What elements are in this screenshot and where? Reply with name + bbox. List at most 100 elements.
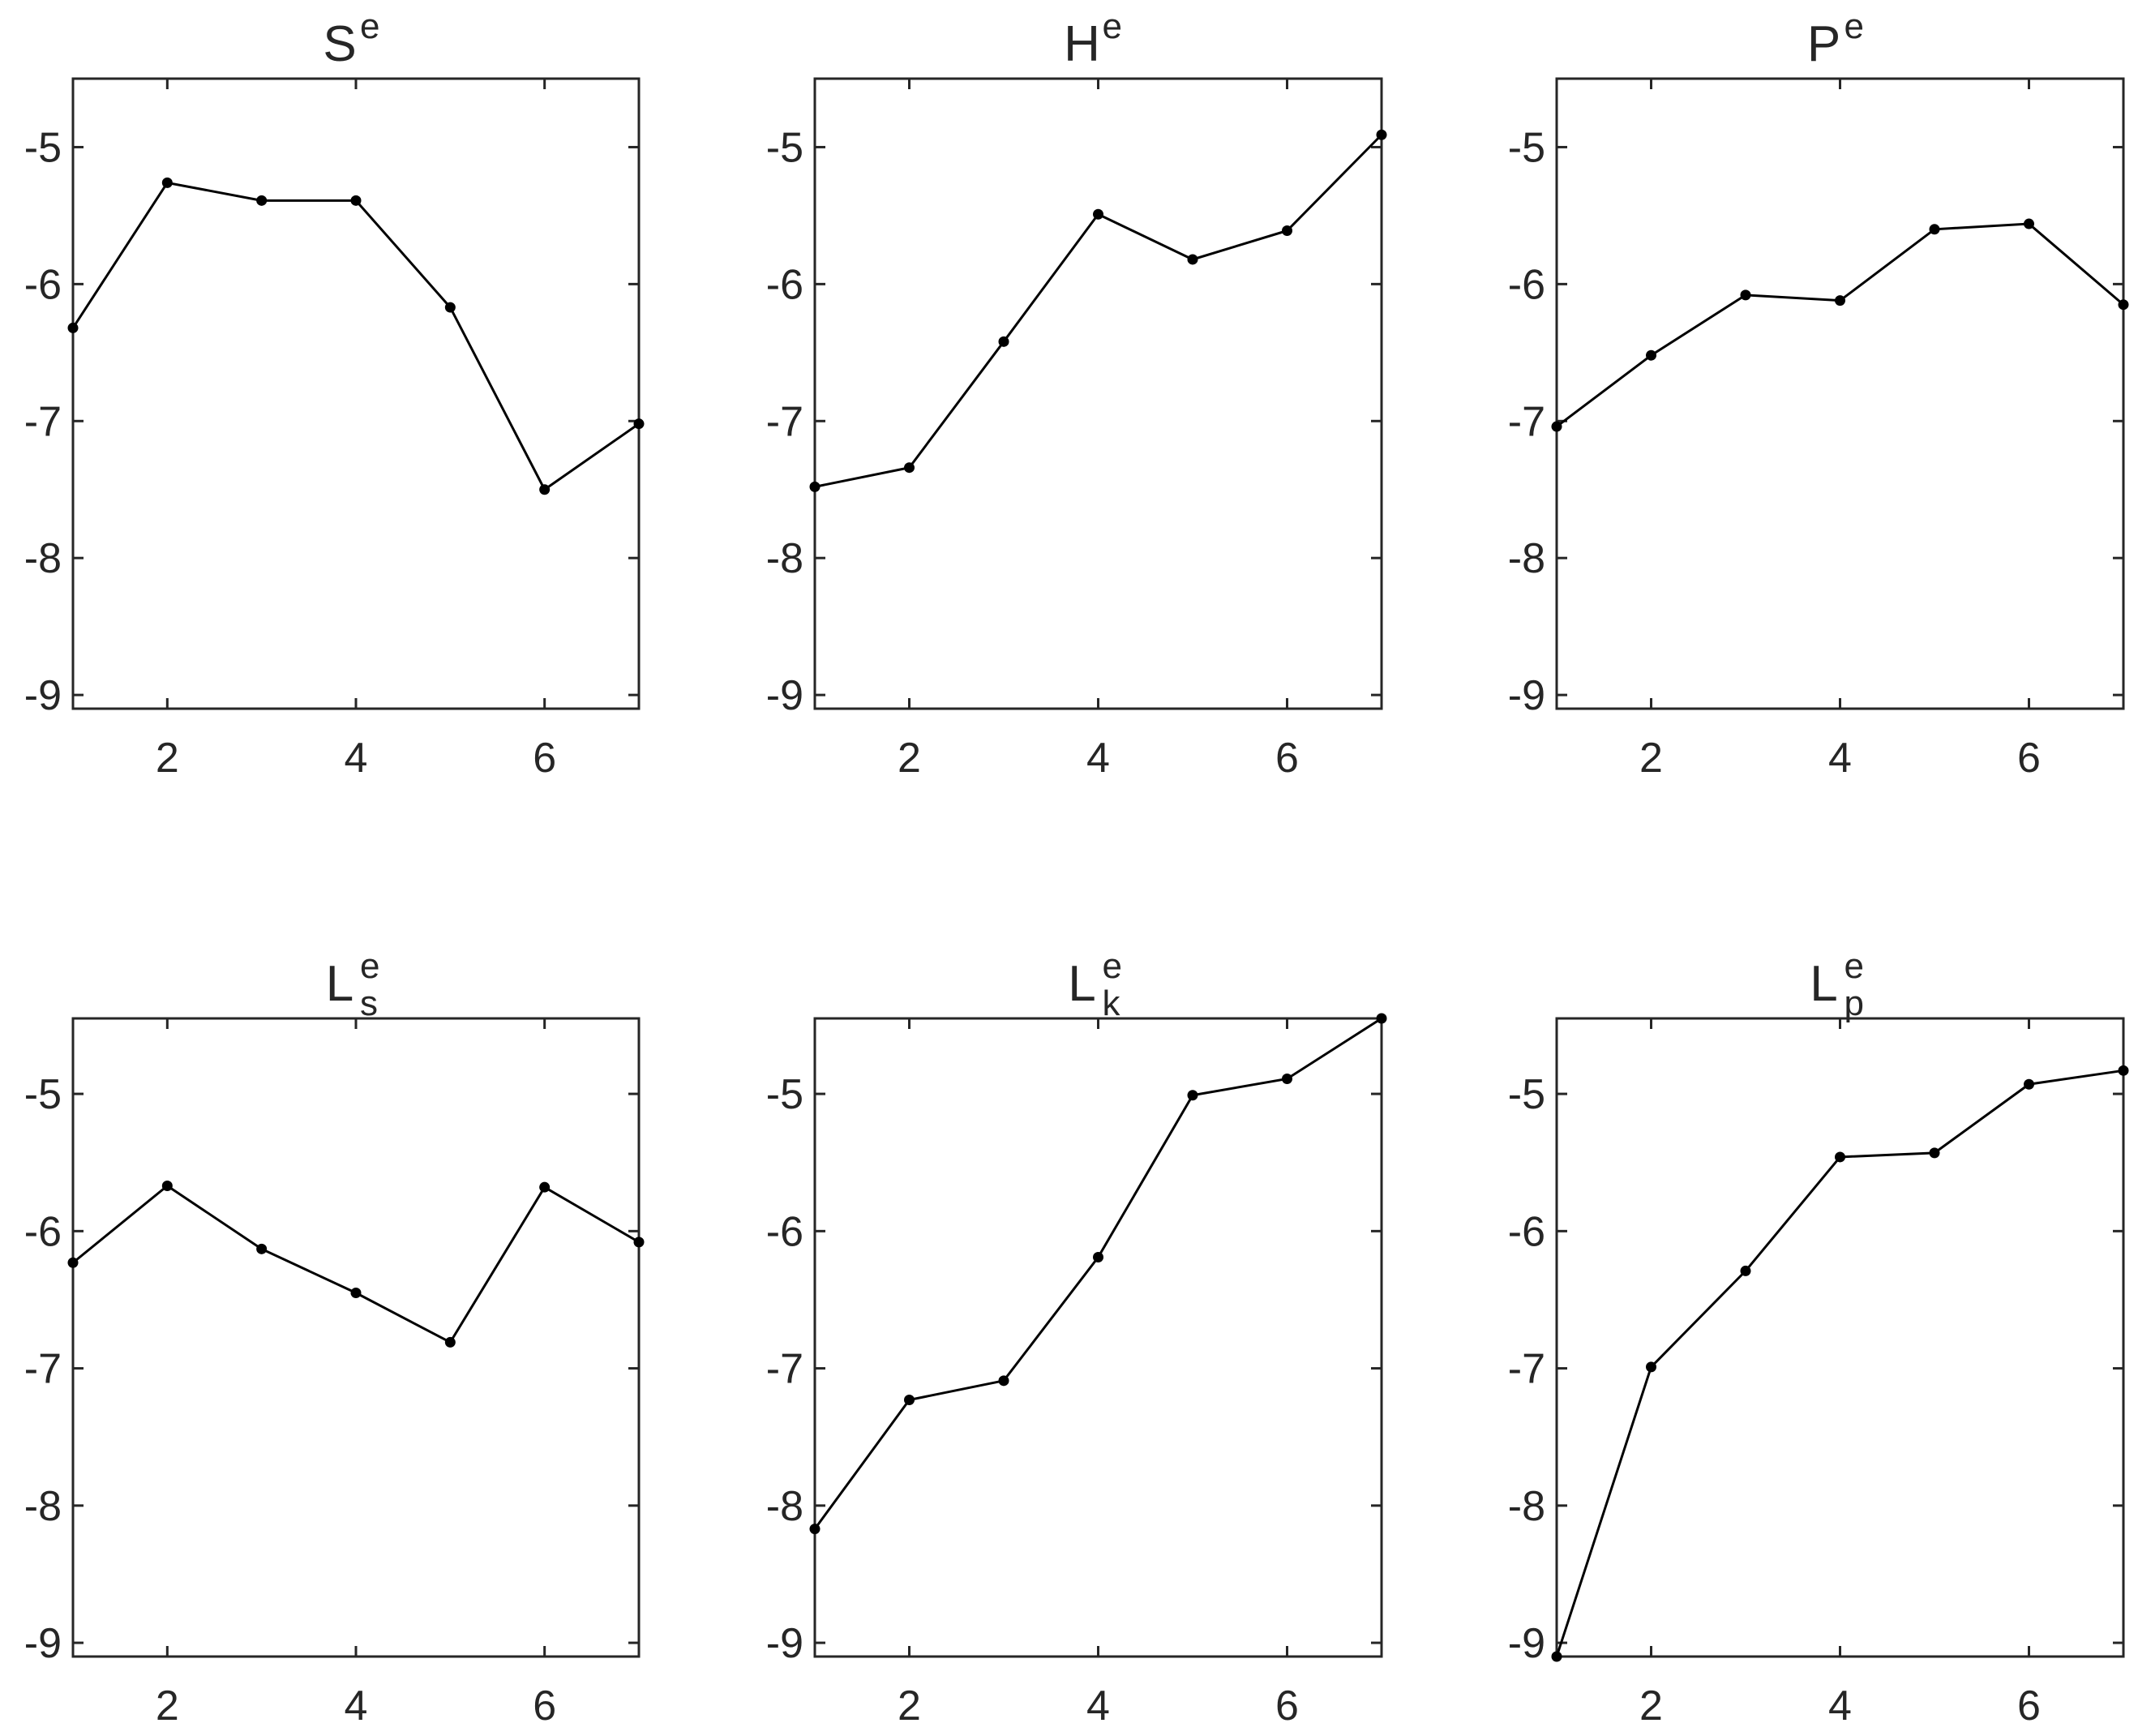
- x-tick-label: 2: [898, 1682, 921, 1730]
- series-line: [71, 181, 640, 491]
- panel-title-subscript: k: [1103, 984, 1121, 1023]
- chart-panel-1: -9 -8 -7 -6 -5 2 4 6 S e: [24, 6, 645, 782]
- data-point: [1376, 129, 1387, 140]
- data-point: [2024, 218, 2034, 229]
- series-line: [813, 1017, 1382, 1530]
- y-tick-label: -7: [1508, 398, 1545, 445]
- plot-area-frame: [813, 1017, 1383, 1658]
- x-tick-label: 4: [345, 1682, 368, 1730]
- data-point: [161, 177, 173, 188]
- data-point: [809, 481, 820, 492]
- y-tick-label: -7: [24, 398, 62, 445]
- panel-title: L: [1810, 956, 1837, 1012]
- y-tick-label: -5: [1508, 124, 1545, 171]
- chart-panel-4: -9 -8 -7 -6 -5 2 4 6 L es: [24, 946, 645, 1730]
- data-point: [1740, 289, 1751, 301]
- data-point: [1740, 1265, 1751, 1276]
- data-point: [161, 1180, 173, 1191]
- y-tick-label: -5: [766, 1071, 803, 1118]
- panel-title-superscript: e: [360, 946, 379, 986]
- data-point: [1835, 295, 1845, 306]
- panel-title: L: [1068, 956, 1095, 1012]
- x-tick-label: 4: [345, 735, 368, 782]
- y-tick-label: -9: [1508, 672, 1545, 719]
- x-tick-label: 2: [156, 735, 179, 782]
- data-point: [998, 1375, 1009, 1387]
- y-tick-label: -9: [24, 672, 62, 719]
- x-tick-label: 4: [1828, 735, 1852, 782]
- data-point: [1093, 1251, 1103, 1262]
- y-tick-label: -6: [1508, 1208, 1545, 1255]
- panel-title-superscript: e: [1845, 6, 1864, 46]
- series-line: [72, 1184, 640, 1344]
- chart-panel-3: -9 -8 -7 -6 -5 2 4 6 P e: [1508, 6, 2129, 782]
- panel-title-main: H: [1064, 16, 1100, 72]
- data-point: [633, 1237, 645, 1248]
- y-tick-label: -7: [766, 1346, 803, 1393]
- y-tick-label: -6: [24, 261, 62, 308]
- y-tick-label: -6: [766, 1208, 803, 1255]
- data-point: [1282, 225, 1292, 236]
- x-tick-label: 6: [2017, 735, 2041, 782]
- data-point: [2118, 299, 2129, 311]
- data-point: [1551, 1651, 1562, 1662]
- data-point: [1282, 1073, 1292, 1084]
- x-tick-label: 6: [2017, 1682, 2041, 1730]
- plot-area-frame: [1555, 77, 2125, 710]
- data-point: [539, 1181, 551, 1193]
- data-point: [1929, 1147, 1940, 1159]
- y-tick-label: -9: [24, 1620, 62, 1667]
- y-tick-label: -7: [766, 398, 803, 445]
- data-point: [633, 418, 645, 430]
- y-tick-label: -6: [24, 1208, 62, 1255]
- panel-title-superscript: e: [360, 6, 379, 46]
- panel-title-main: L: [1810, 956, 1837, 1012]
- y-tick-label: -6: [766, 261, 803, 308]
- x-tick-label: 6: [1275, 1682, 1299, 1730]
- x-tick-label: 2: [1639, 735, 1663, 782]
- data-point: [350, 1287, 362, 1298]
- y-tick-label: -8: [24, 1483, 62, 1530]
- series-line: [814, 134, 1383, 488]
- data-point: [2024, 1078, 2034, 1090]
- x-tick-label: 4: [1828, 1682, 1852, 1730]
- panel-title-subscript: s: [360, 984, 378, 1023]
- panel-title-main: S: [323, 16, 356, 72]
- data-point: [904, 462, 915, 474]
- y-tick-label: -5: [766, 124, 803, 171]
- panel-title-superscript: e: [1845, 946, 1864, 986]
- series-line: [1556, 222, 2124, 428]
- panel-title: H: [1064, 16, 1100, 72]
- data-point: [2118, 1065, 2129, 1076]
- y-tick-label: -9: [766, 1620, 803, 1667]
- chart-panel-6: -9 -8 -7 -6 -5 2 4 6 L ep: [1508, 946, 2129, 1730]
- y-tick-label: -8: [24, 535, 62, 582]
- x-tick-label: 6: [1275, 735, 1299, 782]
- data-point: [444, 1336, 456, 1348]
- panel-title-subscript: p: [1845, 984, 1864, 1023]
- y-tick-label: -5: [1508, 1071, 1545, 1118]
- data-point: [444, 302, 456, 313]
- panel-title-superscript: e: [1103, 946, 1122, 986]
- data-point: [1093, 208, 1103, 220]
- panel-title-superscript: e: [1103, 6, 1122, 46]
- x-tick-label: 2: [898, 735, 921, 782]
- y-tick-label: -6: [1508, 261, 1545, 308]
- plot-area-frame: [1555, 1017, 2125, 1658]
- x-tick-label: 2: [1639, 1682, 1663, 1730]
- y-tick-label: -8: [766, 535, 803, 582]
- data-point: [1187, 1090, 1198, 1101]
- y-tick-label: -8: [766, 1483, 803, 1530]
- data-point: [1551, 421, 1562, 432]
- panel-title: L: [326, 956, 353, 1012]
- data-point: [67, 322, 79, 333]
- data-point: [1187, 254, 1198, 265]
- plot-area-frame: [71, 1017, 641, 1658]
- x-tick-label: 6: [533, 1682, 556, 1730]
- panel-title-main: P: [1807, 16, 1840, 72]
- y-tick-label: -9: [1508, 1620, 1545, 1667]
- plot-area-frame: [71, 77, 641, 710]
- data-point: [539, 484, 551, 495]
- y-tick-label: -8: [1508, 1483, 1545, 1530]
